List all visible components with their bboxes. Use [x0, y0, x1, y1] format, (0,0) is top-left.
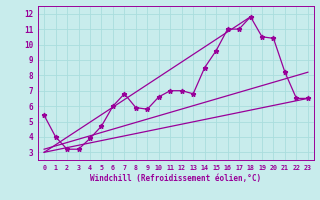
X-axis label: Windchill (Refroidissement éolien,°C): Windchill (Refroidissement éolien,°C) [91, 174, 261, 183]
